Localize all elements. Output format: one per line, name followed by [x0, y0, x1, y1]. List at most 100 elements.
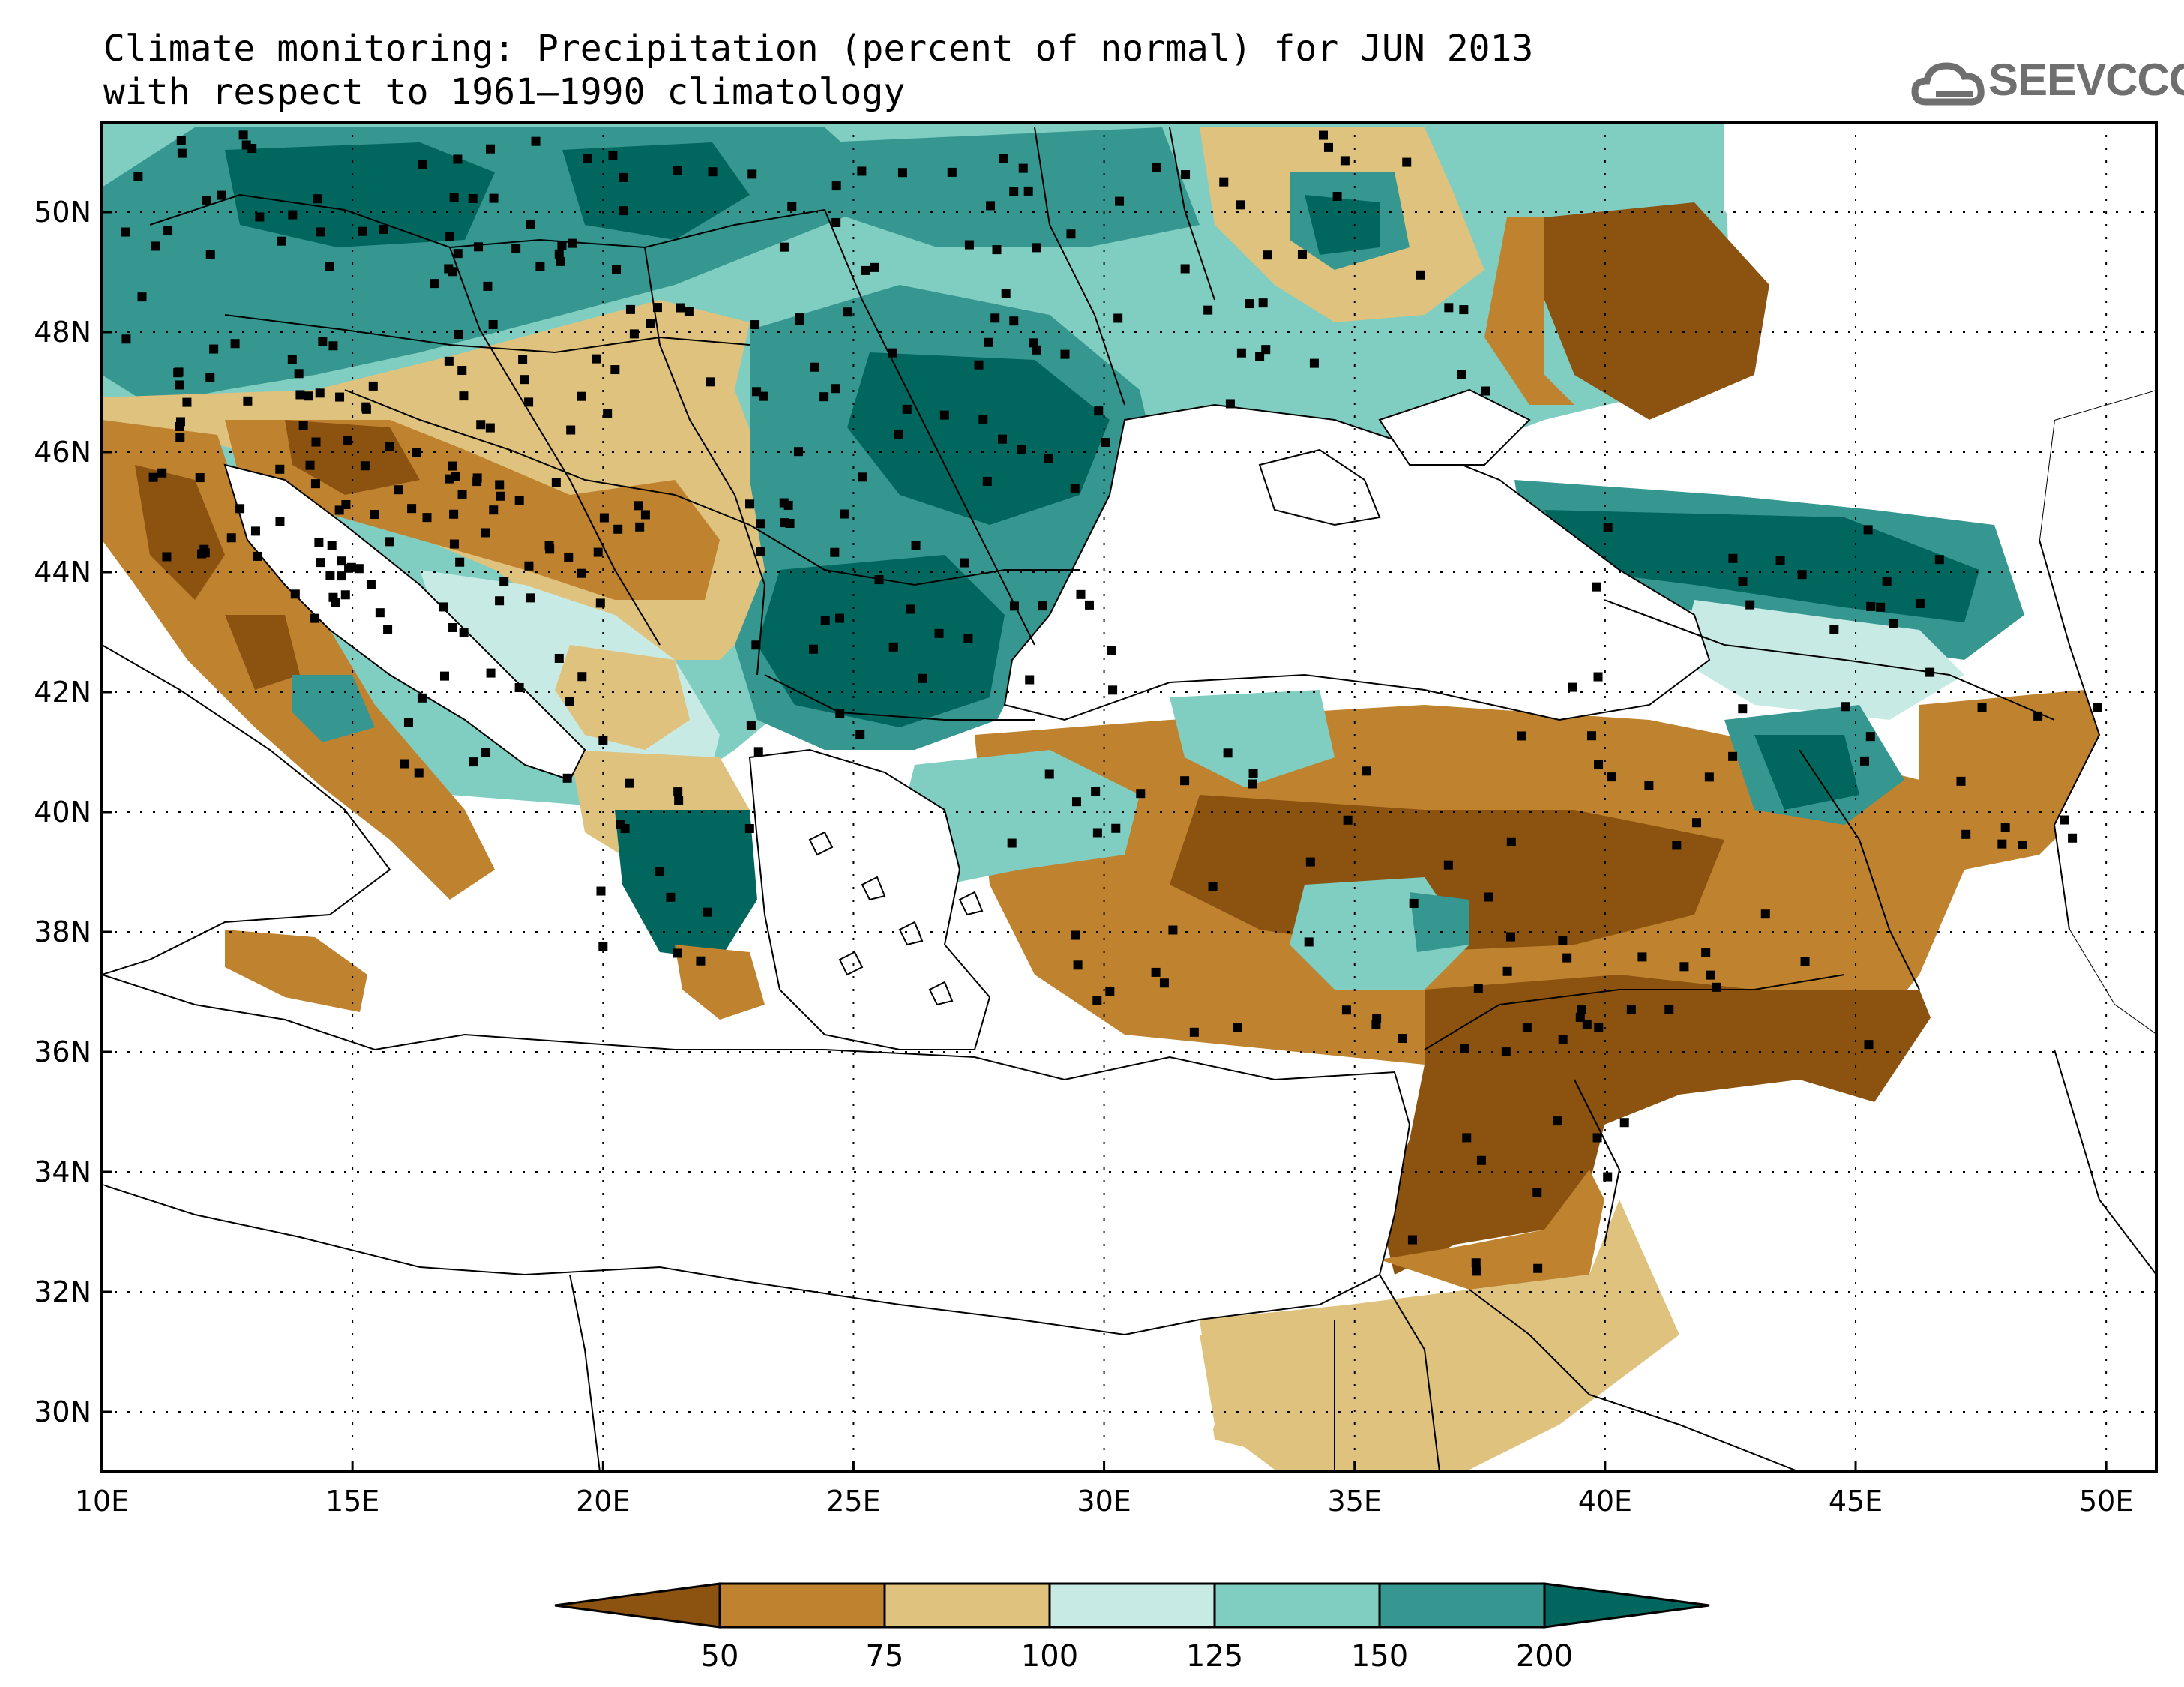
station-marker [481, 748, 491, 757]
logo-text: SEEVCCC [1988, 55, 2184, 105]
station-marker [1070, 484, 1080, 493]
station-marker [1159, 978, 1169, 988]
region-turkey-east-heavy [1754, 735, 1859, 810]
station-marker [1829, 625, 1839, 634]
station-marker [1248, 779, 1257, 789]
station-marker [238, 130, 248, 140]
station-marker [514, 496, 524, 505]
station-marker [1152, 163, 1161, 172]
station-marker [1619, 1118, 1629, 1128]
station-marker [1248, 769, 1258, 778]
station-marker [1105, 987, 1115, 996]
station-marker [275, 464, 285, 474]
station-marker [1180, 264, 1190, 274]
station-marker [175, 380, 184, 390]
station-marker [984, 337, 993, 347]
region-poland-heavy [562, 142, 750, 240]
station-marker [252, 551, 262, 561]
station-marker [652, 303, 662, 313]
station-marker [486, 144, 496, 154]
station-marker [673, 948, 682, 958]
station-marker [747, 169, 757, 179]
station-marker [340, 590, 350, 600]
station-marker [1115, 196, 1125, 206]
tick-label-lat: 38N [34, 915, 91, 948]
station-marker [598, 942, 608, 951]
region-peloponnese-dry [675, 945, 765, 1020]
station-marker [235, 504, 245, 514]
station-marker [275, 517, 285, 526]
region-don-edge-dry [1484, 217, 1574, 405]
station-marker [888, 642, 898, 652]
station-marker [1692, 818, 1702, 828]
colorbar-segment [883, 1582, 1051, 1629]
station-marker [316, 227, 325, 237]
station-marker [1236, 200, 1246, 210]
station-marker [810, 362, 819, 372]
station-marker [635, 522, 645, 532]
station-marker [1558, 1035, 1568, 1044]
station-marker [746, 721, 756, 730]
colorbar-segment [554, 1582, 721, 1629]
station-marker [819, 392, 829, 402]
station-marker [1701, 948, 1711, 957]
station-marker [708, 167, 718, 177]
colorbar-segment [718, 1582, 886, 1629]
station-marker [577, 672, 587, 682]
station-marker [448, 461, 457, 471]
station-marker [407, 504, 417, 514]
station-marker [1558, 936, 1568, 946]
station-marker [287, 354, 297, 364]
station-marker [703, 907, 712, 917]
station-marker [567, 238, 577, 248]
station-marker [2093, 703, 2102, 712]
region-italy-inner-dry [135, 465, 225, 600]
unmapped-southeast [1619, 930, 2156, 1472]
station-marker [1416, 270, 1425, 280]
station-marker [564, 552, 574, 562]
station-marker [795, 316, 804, 325]
station-marker [793, 447, 803, 457]
station-marker [1225, 399, 1235, 409]
station-marker [640, 510, 650, 520]
station-marker [978, 414, 988, 424]
station-marker [897, 168, 907, 178]
tick-label-lat: 30N [34, 1395, 91, 1428]
station-marker [520, 375, 529, 385]
station-marker [634, 501, 643, 511]
station-marker [947, 167, 957, 177]
tick-label-lat: 42N [34, 676, 91, 709]
station-marker [1607, 772, 1616, 782]
station-marker [706, 377, 715, 387]
station-marker [1180, 776, 1190, 786]
station-marker [1208, 882, 1218, 891]
station-marker [1672, 841, 1682, 850]
colorbar-segment [1543, 1582, 1710, 1629]
station-marker [858, 472, 867, 482]
station-marker [939, 410, 949, 420]
station-marker [809, 644, 819, 654]
colorbar-label: 200 [1516, 1639, 1573, 1674]
station-marker [840, 509, 849, 519]
station-marker [684, 307, 694, 316]
tick-label-lon: 35E [1328, 1485, 1382, 1518]
station-marker [598, 736, 608, 745]
station-marker [451, 472, 460, 481]
station-marker [485, 423, 495, 433]
station-marker [137, 292, 147, 302]
region-don-dry [1544, 202, 1769, 420]
station-marker [1007, 838, 1017, 848]
station-marker [518, 355, 528, 364]
station-marker [646, 319, 655, 328]
station-marker [1362, 766, 1371, 776]
region-czech-heavy [225, 142, 495, 247]
station-marker [1841, 702, 1850, 712]
station-marker [1017, 445, 1026, 454]
tick-label-lat: 50N [34, 196, 91, 229]
region-bulgaria-heavy [757, 555, 1005, 727]
tick-label-lon: 15E [325, 1485, 379, 1518]
station-marker [449, 193, 459, 202]
station-marker [1977, 703, 1987, 712]
station-marker [1459, 305, 1469, 315]
station-marker [175, 433, 185, 442]
